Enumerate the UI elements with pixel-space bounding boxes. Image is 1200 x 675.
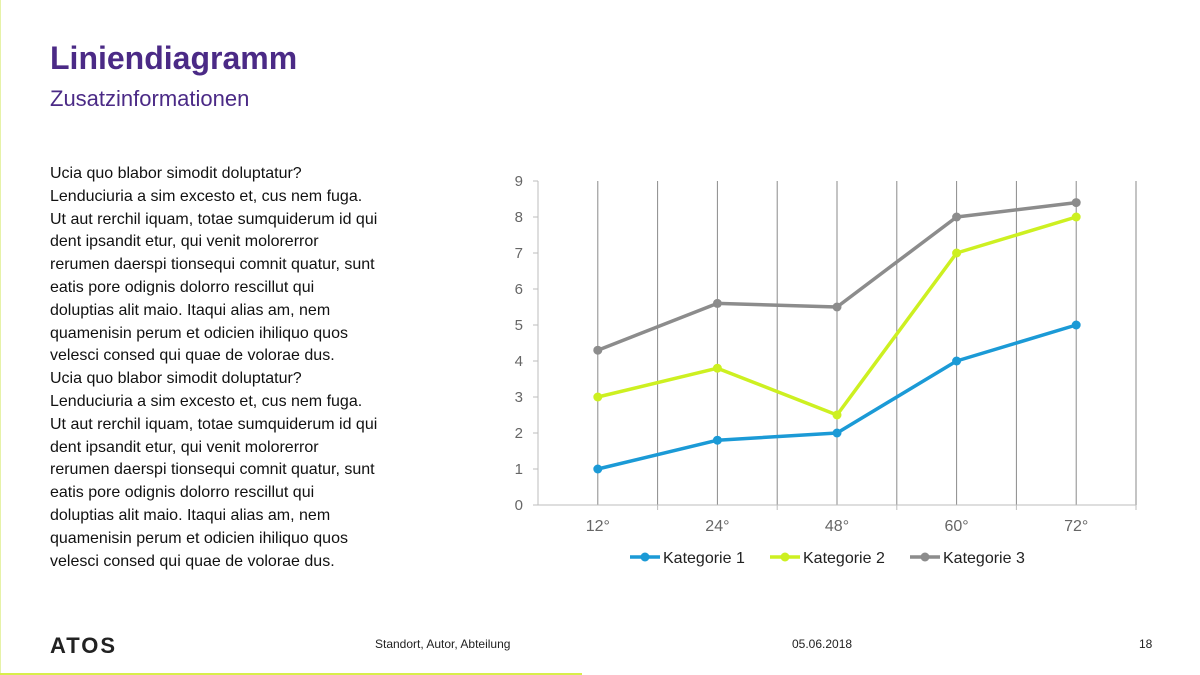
data-point (952, 356, 962, 366)
body-line: doluptias alit maio. Itaqui alias am, ne… (50, 506, 331, 524)
y-tick-label: 4 (515, 353, 523, 370)
page-number: 18 (1139, 637, 1153, 651)
body-line: Ucia quo blabor simodit doluptatur? (50, 165, 302, 182)
legend-swatch-marker (920, 552, 930, 562)
x-tick-label: 60° (944, 518, 968, 535)
data-point (832, 428, 842, 438)
x-tick-label: 48° (825, 518, 849, 535)
footer-meta: Standort, Autor, Abteilung (375, 637, 511, 651)
data-point (712, 363, 722, 373)
data-point (593, 345, 603, 355)
data-point (712, 298, 722, 308)
page-title: Liniendiagramm (50, 40, 298, 76)
page-subtitle: Zusatzinformationen (50, 86, 250, 111)
axis-layer: 0 1 2 3 4 5 6 7 8 9 12° 24° 48° 60° 72° (515, 173, 1137, 535)
x-tick-label: 24° (705, 518, 729, 535)
y-tick-label: 0 (515, 497, 523, 514)
y-tick-label: 2 (515, 425, 523, 442)
legend-label: Kategorie 3 (943, 550, 1025, 567)
legend-swatch-marker (780, 552, 790, 562)
series-2 (593, 212, 1081, 420)
legend-swatch-marker (640, 552, 650, 562)
left-accent-rule (0, 0, 1, 675)
body-line: dent ipsandit etur, qui venit molorerror (50, 438, 319, 456)
body-line: quamenisin perum et odicien ihiliquo quo… (50, 529, 348, 547)
body-line: Ut aut rerchil iquam, totae sumquiderum … (50, 210, 378, 228)
data-point (1071, 320, 1081, 330)
y-tick-label: 3 (515, 389, 523, 406)
body-text: Ucia quo blabor simodit doluptatur? Lendu… (50, 163, 410, 573)
series-layer (593, 198, 1081, 474)
body-line: quamenisin perum et odicien ihiliquo quo… (50, 324, 348, 342)
bottom-accent-rule (0, 673, 582, 675)
grid-layer (597, 181, 1137, 505)
body-line: eatis pore odignis dolorro rescillut qui (50, 278, 315, 296)
series-1 (593, 320, 1081, 474)
data-point (952, 212, 962, 222)
legend-item-3: Kategorie 3 (910, 550, 1025, 567)
legend-item-1: Kategorie 1 (630, 550, 745, 567)
y-tick-label: 6 (515, 281, 523, 298)
y-tick-label: 1 (515, 461, 523, 478)
y-tick-label: 9 (515, 173, 523, 190)
y-tick-label: 5 (515, 317, 523, 334)
body-line: eatis pore odignis dolorro rescillut qui (50, 484, 315, 502)
data-point (832, 302, 842, 312)
data-point (832, 410, 842, 420)
atos-logo: ATOS (50, 633, 118, 658)
body-line: doluptias alit maio. Itaqui alias am, ne… (50, 301, 331, 319)
body-line: Lenduciuria a sim excesto et, cus nem fu… (50, 392, 363, 410)
x-tick-label: 72° (1064, 518, 1088, 535)
data-point (952, 248, 962, 258)
y-tick-label: 8 (515, 209, 523, 226)
legend: Kategorie 1 Kategorie 2 Kategorie 3 (630, 550, 1025, 567)
legend-item-2: Kategorie 2 (770, 550, 885, 567)
series-3 (593, 198, 1081, 355)
body-line: Lenduciuria a sim excesto et, cus nem fu… (50, 187, 363, 205)
body-line: rerumen daerspi tionsequi comnit quatur,… (50, 256, 375, 274)
body-line: velesci consed qui quae de volorae dus. (50, 552, 335, 570)
body-line: dent ipsandit etur, qui venit molorerror (50, 233, 319, 251)
x-tick-label: 12° (586, 518, 610, 535)
legend-label: Kategorie 1 (663, 550, 745, 567)
body-line: Ucia quo blabor simodit doluptatur? (50, 370, 302, 388)
data-point (593, 464, 603, 474)
data-point (593, 392, 603, 402)
data-point (1071, 198, 1081, 208)
body-line: velesci consed qui quae de volorae dus. (50, 347, 335, 365)
legend-label: Kategorie 2 (803, 550, 885, 567)
footer-date: 05.06.2018 (792, 637, 853, 651)
y-tick-label: 7 (515, 245, 523, 262)
body-line: rerumen daerspi tionsequi comnit quatur,… (50, 461, 375, 479)
data-point (712, 435, 722, 445)
data-point (1071, 212, 1081, 222)
body-line: Ut aut rerchil iquam, totae sumquiderum … (50, 415, 378, 433)
